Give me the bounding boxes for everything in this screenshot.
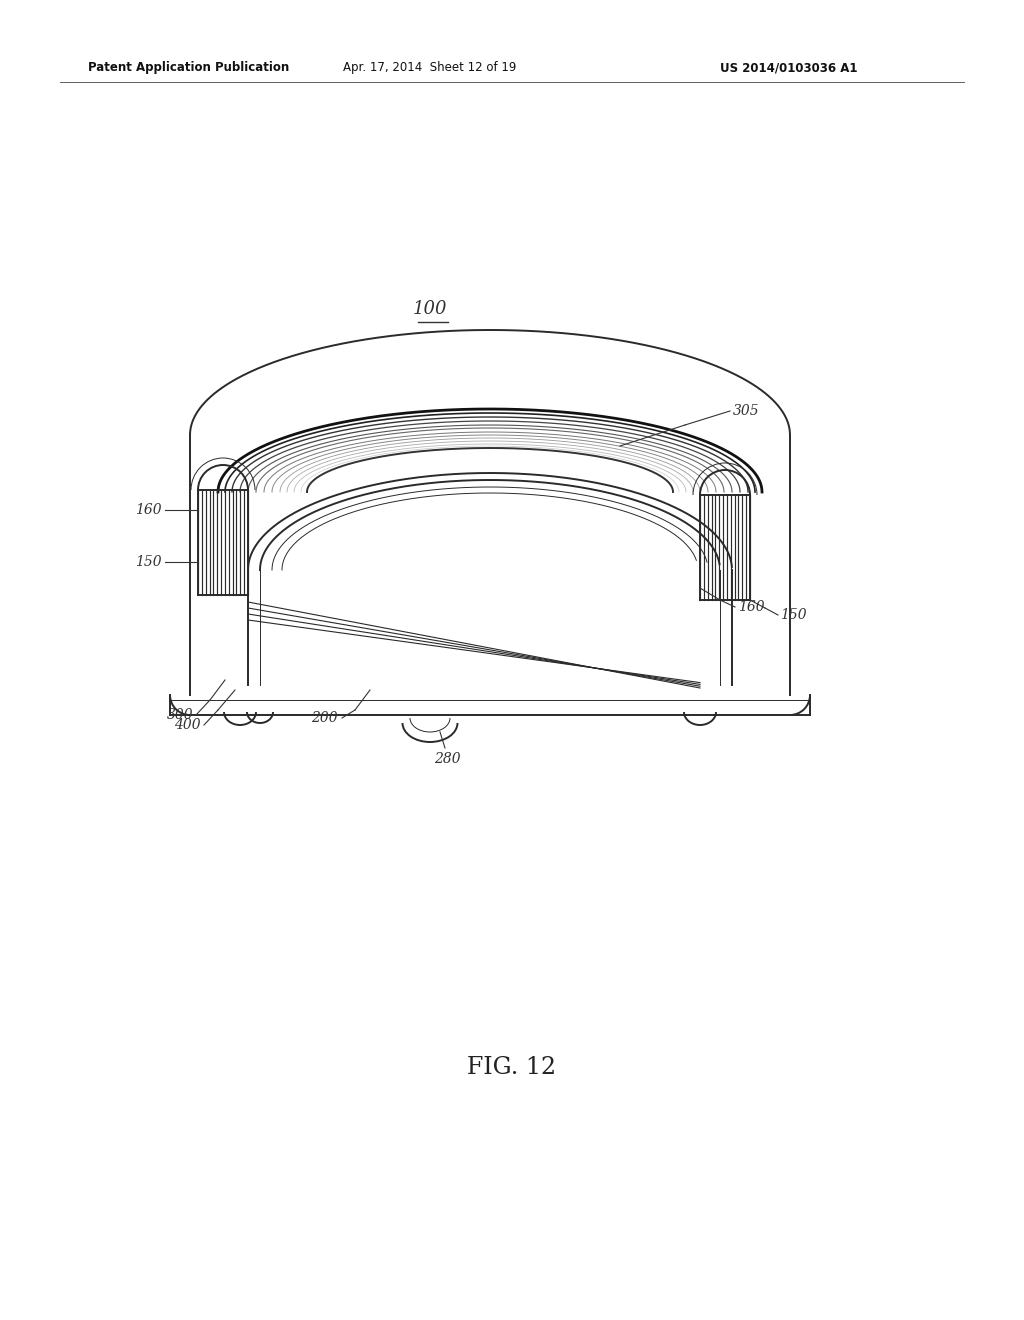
Text: Patent Application Publication: Patent Application Publication — [88, 62, 289, 74]
Text: 160: 160 — [135, 503, 162, 517]
Text: Apr. 17, 2014  Sheet 12 of 19: Apr. 17, 2014 Sheet 12 of 19 — [343, 62, 517, 74]
Text: FIG. 12: FIG. 12 — [467, 1056, 557, 1080]
Text: 280: 280 — [434, 752, 461, 766]
Text: 300: 300 — [166, 708, 193, 722]
Text: 100: 100 — [413, 300, 447, 318]
Text: 200: 200 — [311, 711, 338, 725]
Text: 150: 150 — [135, 554, 162, 569]
Text: 150: 150 — [780, 609, 807, 622]
Text: US 2014/0103036 A1: US 2014/0103036 A1 — [720, 62, 857, 74]
Text: 160: 160 — [738, 601, 765, 614]
Text: 305: 305 — [733, 404, 760, 418]
Text: 400: 400 — [174, 718, 201, 733]
